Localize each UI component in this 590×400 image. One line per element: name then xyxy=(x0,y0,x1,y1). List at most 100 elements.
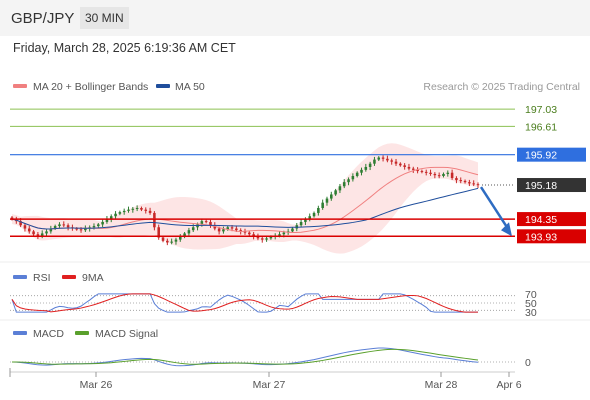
candle xyxy=(148,207,152,215)
candle xyxy=(355,171,359,178)
forecast-arrow-shaft xyxy=(479,186,511,231)
candle-body xyxy=(291,228,294,232)
candle-body xyxy=(27,228,31,232)
candle-body xyxy=(32,231,35,235)
legend-macd-label: MACD xyxy=(33,328,64,340)
candle-body xyxy=(84,228,87,231)
candle-body xyxy=(101,221,104,225)
x-tick: Mar 27 xyxy=(253,372,286,391)
candle-body xyxy=(429,172,432,174)
candle xyxy=(399,162,402,167)
candle xyxy=(377,156,381,162)
legend-9ma-swatch xyxy=(62,275,76,279)
candle-body xyxy=(187,230,191,234)
candle-body xyxy=(235,228,238,231)
candle xyxy=(446,170,450,177)
candle xyxy=(411,166,415,173)
candle xyxy=(381,155,385,162)
candle-body xyxy=(472,183,475,185)
candle-body xyxy=(312,212,316,217)
macd-signal-line xyxy=(11,348,479,365)
candle-body xyxy=(334,190,337,195)
candle-body xyxy=(222,229,225,232)
candle-body xyxy=(105,219,109,222)
candle xyxy=(390,158,393,165)
candle xyxy=(122,208,126,215)
price-levels: 197.03 196.61 195.92 195.18 194.35 193.93 xyxy=(10,104,586,244)
candle xyxy=(455,176,458,184)
interval-button[interactable]: 30 MIN xyxy=(80,7,129,29)
candle xyxy=(170,238,173,245)
level-194.35: 194.35 xyxy=(10,212,586,227)
candle xyxy=(342,179,346,189)
candle xyxy=(127,206,130,213)
candle xyxy=(364,163,368,172)
x-tick-label: Mar 26 xyxy=(80,379,113,391)
candle-body xyxy=(19,221,22,226)
candle xyxy=(463,179,467,184)
candle xyxy=(153,211,156,231)
candle xyxy=(204,219,208,224)
candle xyxy=(368,161,372,171)
rsi-plot xyxy=(10,293,515,313)
x-tick-label: Mar 27 xyxy=(253,379,286,391)
candle-body xyxy=(416,169,419,172)
legend-macd-signal-swatch xyxy=(75,331,89,335)
candle-body xyxy=(178,236,182,240)
candle xyxy=(424,169,428,176)
candle-body xyxy=(53,226,57,229)
candle xyxy=(187,227,191,237)
candle-body xyxy=(446,172,450,174)
candle-body xyxy=(317,208,320,213)
candle-body xyxy=(381,157,385,159)
candle-body xyxy=(75,228,79,230)
candle-body xyxy=(148,210,152,213)
candle-body xyxy=(92,226,96,228)
x-tick: Mar 28 xyxy=(425,372,457,391)
candle-body xyxy=(183,233,186,237)
candle-body xyxy=(153,212,156,228)
level-label: 195.92 xyxy=(525,150,557,162)
candle-body xyxy=(360,169,363,173)
candle xyxy=(248,231,251,236)
candle-body xyxy=(399,163,402,166)
level-label: 193.93 xyxy=(525,231,557,243)
candle-body xyxy=(442,173,445,176)
candle xyxy=(144,207,148,214)
candle xyxy=(222,226,225,234)
candle xyxy=(373,156,376,166)
candle-body xyxy=(420,171,424,173)
candle-body xyxy=(122,210,126,213)
candle xyxy=(347,177,350,186)
top-bar: GBP/JPY 30 MIN xyxy=(0,0,590,36)
candle-body xyxy=(252,234,255,237)
candle-body xyxy=(368,163,372,167)
level-tag xyxy=(517,147,586,162)
candle-body xyxy=(325,198,329,203)
forecast-arrow xyxy=(479,186,512,237)
candle xyxy=(360,167,363,176)
rsi-ma-line xyxy=(11,293,478,313)
candle xyxy=(338,184,342,194)
candle-body xyxy=(450,172,454,179)
candle-body xyxy=(230,227,234,229)
candle-body xyxy=(269,236,273,239)
level-197.03: 197.03 xyxy=(10,104,557,116)
datetime-label: Friday, March 28, 2025 6:19:36 AM CET xyxy=(13,41,236,55)
candle xyxy=(66,223,70,231)
legend-ma50-label: MA 50 xyxy=(175,81,205,93)
candle-body xyxy=(373,159,376,164)
candle-body xyxy=(170,241,173,243)
x-tick: Apr 6 xyxy=(496,372,522,391)
candle xyxy=(166,238,169,246)
legend-9ma-label: 9MA xyxy=(82,272,104,284)
candle xyxy=(118,210,122,216)
candle-body xyxy=(304,219,307,222)
candle-body xyxy=(351,176,355,180)
candle xyxy=(407,163,411,171)
candle-body xyxy=(403,165,406,167)
candle xyxy=(351,173,355,182)
candle-body xyxy=(437,175,441,177)
candle-body xyxy=(248,232,251,235)
